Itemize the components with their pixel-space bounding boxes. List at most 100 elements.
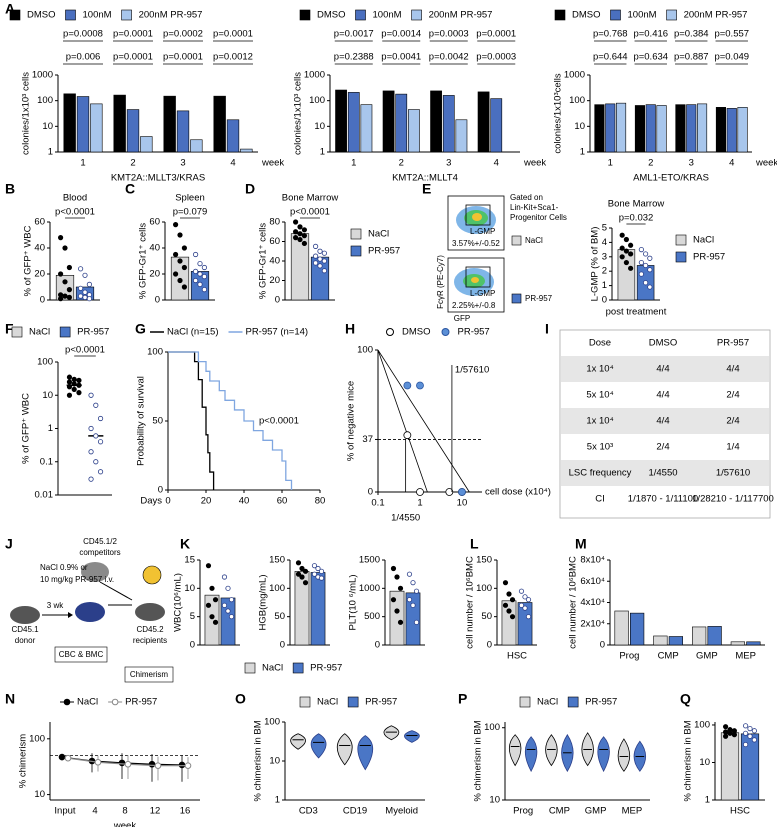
x-tick-label: 4 xyxy=(230,158,235,169)
radiation-icon xyxy=(142,565,162,585)
data-point xyxy=(747,726,753,732)
y-tick-label: 100 xyxy=(269,583,285,594)
legend-swatch xyxy=(610,9,621,21)
x-tick-label: 16 xyxy=(180,806,191,817)
y-tick-label: 0 xyxy=(280,640,285,651)
data-point xyxy=(66,286,73,293)
diagram-text: 10 mg/kg PR-957 i.v. xyxy=(40,575,114,584)
diagram-text: NaCl 0.9% or xyxy=(40,563,88,572)
data-point xyxy=(394,574,400,580)
violin xyxy=(336,733,353,766)
data-point xyxy=(311,571,318,577)
data-point xyxy=(509,597,516,603)
flow-gate xyxy=(465,266,491,288)
legend-swatch xyxy=(299,696,311,708)
y-tick-label: 100 xyxy=(37,95,53,106)
y-tick-label: 20 xyxy=(269,275,280,286)
violin xyxy=(524,736,538,773)
panel-label: N xyxy=(5,691,15,707)
table-cell: 4/4 xyxy=(726,364,739,375)
y-tick-label: 6x10⁴ xyxy=(580,576,605,587)
diagram-text: CBC & BMC xyxy=(59,650,104,659)
legend-swatch xyxy=(121,9,132,21)
data-point xyxy=(642,251,649,257)
flow-group: PR-957 xyxy=(525,294,553,303)
data-point xyxy=(88,425,94,432)
data-point xyxy=(628,265,634,271)
gate-label: L-GMP xyxy=(470,227,495,236)
legend-label: PR-957 xyxy=(693,252,725,263)
bar xyxy=(335,89,347,153)
p-value: p<0.0001 xyxy=(290,207,330,218)
bar xyxy=(190,139,203,153)
p-value: p=0.0003 xyxy=(429,29,469,40)
data-point xyxy=(302,580,309,586)
y-tick-label: 100 xyxy=(694,719,710,730)
data-point xyxy=(93,433,99,439)
y-tick-label: 10 xyxy=(34,789,45,800)
y-tick-label: 1 xyxy=(705,795,710,806)
y-tick-label: 4x10⁴ xyxy=(580,597,605,608)
y-axis-label: % chimerism in BM xyxy=(473,720,484,801)
y-tick-label: 1000 xyxy=(32,70,53,81)
legend-label: DMSO xyxy=(27,10,56,21)
chart-title: AML1-ETO/KRAS xyxy=(633,173,709,184)
data-point xyxy=(228,597,235,603)
x-tick-label: MEP xyxy=(735,651,756,662)
x-tick-label: HSC xyxy=(730,806,750,817)
data-point xyxy=(301,233,307,239)
y-tick-label: 3 xyxy=(602,251,607,262)
y-tick-label: 100 xyxy=(357,345,373,356)
data-point xyxy=(181,284,187,290)
data-point xyxy=(184,762,192,769)
data-point xyxy=(97,439,104,445)
x-tick-label: 40 xyxy=(239,496,250,507)
violin xyxy=(404,730,420,743)
data-point xyxy=(522,605,528,611)
legend-swatch xyxy=(511,235,522,246)
y-tick-label: 10 xyxy=(42,390,53,401)
bar xyxy=(442,95,455,153)
data-point xyxy=(78,266,84,272)
legend-label: PR-957 xyxy=(365,697,397,708)
data-point xyxy=(742,741,749,748)
data-point xyxy=(71,376,77,382)
data-point xyxy=(173,271,179,277)
bar xyxy=(737,107,748,153)
x-tick-label: MEP xyxy=(622,806,643,817)
legend-swatch xyxy=(350,245,362,257)
y-tick-label: 40 xyxy=(34,243,45,254)
data-point xyxy=(647,284,653,290)
bar xyxy=(140,136,153,153)
diagram-text: CD45.1 xyxy=(11,625,39,634)
p-value: p=0.0001 xyxy=(213,29,253,40)
data-point xyxy=(297,231,303,237)
bar xyxy=(656,105,667,153)
legend-label: DMSO xyxy=(317,10,346,21)
data-point xyxy=(518,588,525,594)
p-value: p=0.079 xyxy=(173,207,208,218)
chart-title: Bone Marrow xyxy=(608,199,665,210)
p-value: p=0.0001 xyxy=(476,29,516,40)
table-cell: CI xyxy=(595,494,605,505)
x-tick-label: 1 xyxy=(351,158,356,169)
legend-label: NaCl xyxy=(29,327,50,338)
y-tick-label: 10 xyxy=(699,757,710,768)
legend-label: PR-957 xyxy=(310,663,342,674)
y-tick-label: 15 xyxy=(184,555,195,566)
data-point xyxy=(742,730,749,736)
data-point xyxy=(312,260,319,266)
x-tick-label: CD3 xyxy=(299,806,318,817)
data-point xyxy=(747,733,753,739)
bar xyxy=(204,594,220,646)
bar xyxy=(707,626,722,646)
y-axis-label: cell number / 10⁶BMC xyxy=(568,556,579,649)
chart-title: Spleen xyxy=(175,193,205,204)
p-value: p=0.0014 xyxy=(381,29,421,40)
data-point xyxy=(209,585,215,591)
data-point xyxy=(71,386,77,392)
data-point xyxy=(88,392,94,398)
data-point xyxy=(623,236,630,243)
data-point xyxy=(321,250,327,256)
